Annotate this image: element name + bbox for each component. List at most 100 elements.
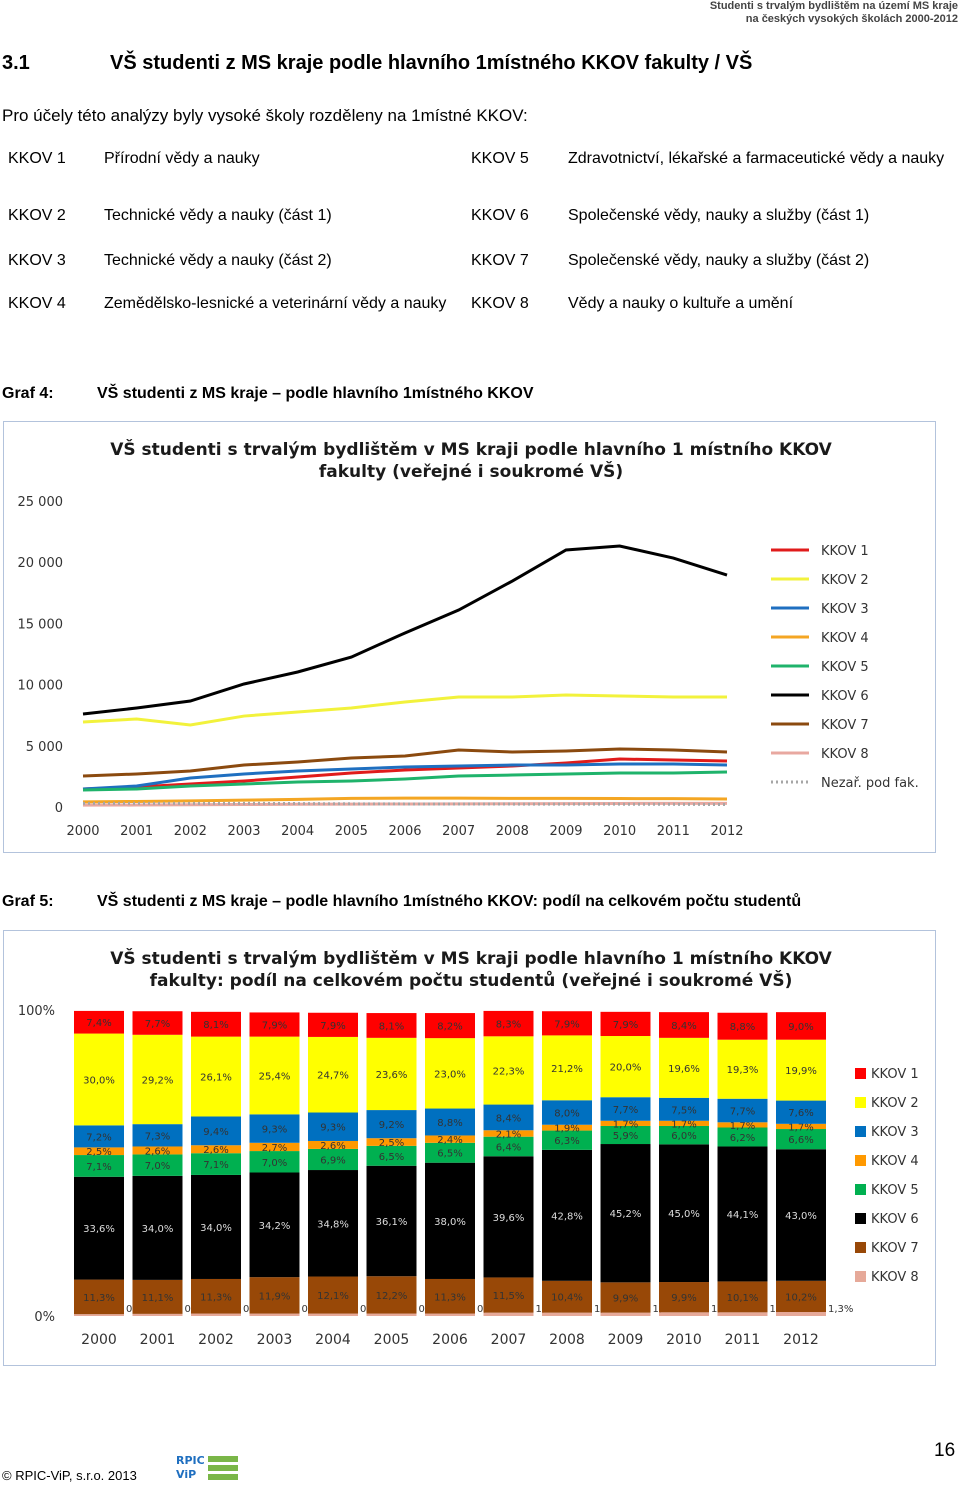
bar-segment [542,1124,592,1131]
bar-segment [717,1039,768,1099]
data-label: 8,8% [437,1118,462,1129]
bar-segment [191,1153,241,1175]
data-label: 1,7% [730,1121,755,1132]
bar-segment [366,1276,417,1314]
bar-segment [132,1175,183,1280]
x-tick-label: 2001 [140,1332,176,1348]
y-tick-label: 0% [34,1310,55,1325]
bar-segment [425,1142,475,1163]
data-label: 2,6% [145,1146,170,1157]
data-label: 6,0% [671,1131,696,1142]
data-label: 38,0% [434,1217,466,1228]
data-label: 5,9% [613,1131,638,1142]
chart-title: VŠ studenti s trvalým bydlištěm v MS kra… [110,438,832,460]
bar-segment [74,1279,124,1315]
data-label: 12,2% [376,1291,408,1302]
bar-segment [249,1012,300,1037]
legend-swatch [855,1126,866,1137]
bar-segment [600,1282,651,1313]
x-tick-label: 2008 [549,1332,585,1348]
table-cell: KKOV 6 [471,207,529,224]
line-series [82,757,728,791]
x-tick-label: 2007 [442,824,475,839]
legend-swatch [855,1242,866,1253]
bar-segment [776,1149,826,1281]
data-label: 20,0% [610,1063,642,1074]
data-label: 11,3% [200,1292,232,1303]
bar-segment [425,1162,475,1279]
legend-label: KKOV 2 [821,573,869,588]
bar-segment [74,1176,124,1280]
bar-segment [776,1100,826,1124]
stacked-bar-chart: VŠ studenti s trvalým bydlištěm v MS kra… [3,930,936,1366]
bar-segment [308,1112,358,1141]
data-label: 34,8% [317,1219,349,1230]
data-label: 25,4% [259,1071,291,1082]
data-label: 9,2% [379,1120,404,1131]
data-label: 1,7% [613,1119,638,1130]
legend-label: KKOV 7 [821,718,869,733]
bar-segment [542,1011,592,1036]
bar-segment [366,1145,417,1166]
bar-segment [542,1149,592,1281]
data-label: 9,4% [203,1127,228,1138]
y-tick-label: 15 000 [18,617,64,632]
y-tick-label: 5 000 [26,740,63,755]
graph-label: Graf 5: [2,893,54,910]
data-label: 7,3% [145,1131,170,1142]
legend-label: KKOV 2 [871,1096,919,1111]
legend-swatch [855,1155,866,1166]
bar-segment [483,1312,534,1316]
x-tick-label: 2010 [603,824,636,839]
data-label: 1,7% [671,1119,696,1130]
bar-segment [366,1165,417,1277]
legend-label: KKOV 4 [871,1154,919,1169]
bar-segment [132,1313,183,1316]
bar-segment [132,1011,183,1035]
bar-segment [366,1138,417,1146]
data-label: 9,3% [320,1123,345,1134]
bar-segment [132,1279,183,1314]
logo-text: RPIC [176,1454,205,1467]
x-tick-label: 2001 [120,824,153,839]
data-label: 6,9% [320,1155,345,1166]
data-label: 42,8% [551,1211,583,1222]
data-label: 29,2% [142,1075,174,1086]
table-cell: Společenské vědy, nauky a služby (část 1… [568,207,870,224]
intro: Pro účely této analýzy byly vysoké školy… [2,106,528,125]
data-label: 8,2% [437,1022,462,1033]
x-tick-label: 2003 [227,824,260,839]
table-cell: KKOV 8 [471,295,529,312]
data-label: 10,1% [727,1293,759,1304]
bar-segment [717,1127,768,1147]
line-series [82,693,727,727]
bar-segment [776,1312,826,1316]
table-cell: Přírodní vědy a nauky [104,150,260,167]
table-cell: KKOV 4 [8,295,66,312]
bar-segment [191,1145,241,1154]
data-label: 7,2% [86,1132,111,1143]
bar-segment [74,1314,124,1316]
bar-segment [483,1130,534,1137]
table-cell: KKOV 7 [471,252,529,269]
data-label: 43,0% [785,1211,817,1222]
data-label: 7,1% [86,1162,111,1173]
x-tick-label: 2005 [335,824,368,839]
data-label: 7,5% [671,1105,696,1116]
data-label: 45,2% [610,1209,642,1220]
bar-segment [132,1154,183,1176]
bar-segment [425,1278,475,1314]
line-series [82,747,728,778]
x-tick-label: 2009 [549,824,582,839]
table-cell: KKOV 3 [8,252,66,269]
bar-segment [600,1125,651,1145]
bar-segment [308,1276,358,1314]
data-label: 7,0% [262,1158,287,1169]
bar-segment [366,1110,417,1139]
data-label: 10,4% [551,1293,583,1304]
bar-segment [308,1148,358,1171]
x-tick-label: 2011 [657,824,690,839]
data-label: 6,5% [379,1152,404,1163]
data-label: 2,6% [203,1145,228,1156]
bar-segment [74,1010,124,1034]
